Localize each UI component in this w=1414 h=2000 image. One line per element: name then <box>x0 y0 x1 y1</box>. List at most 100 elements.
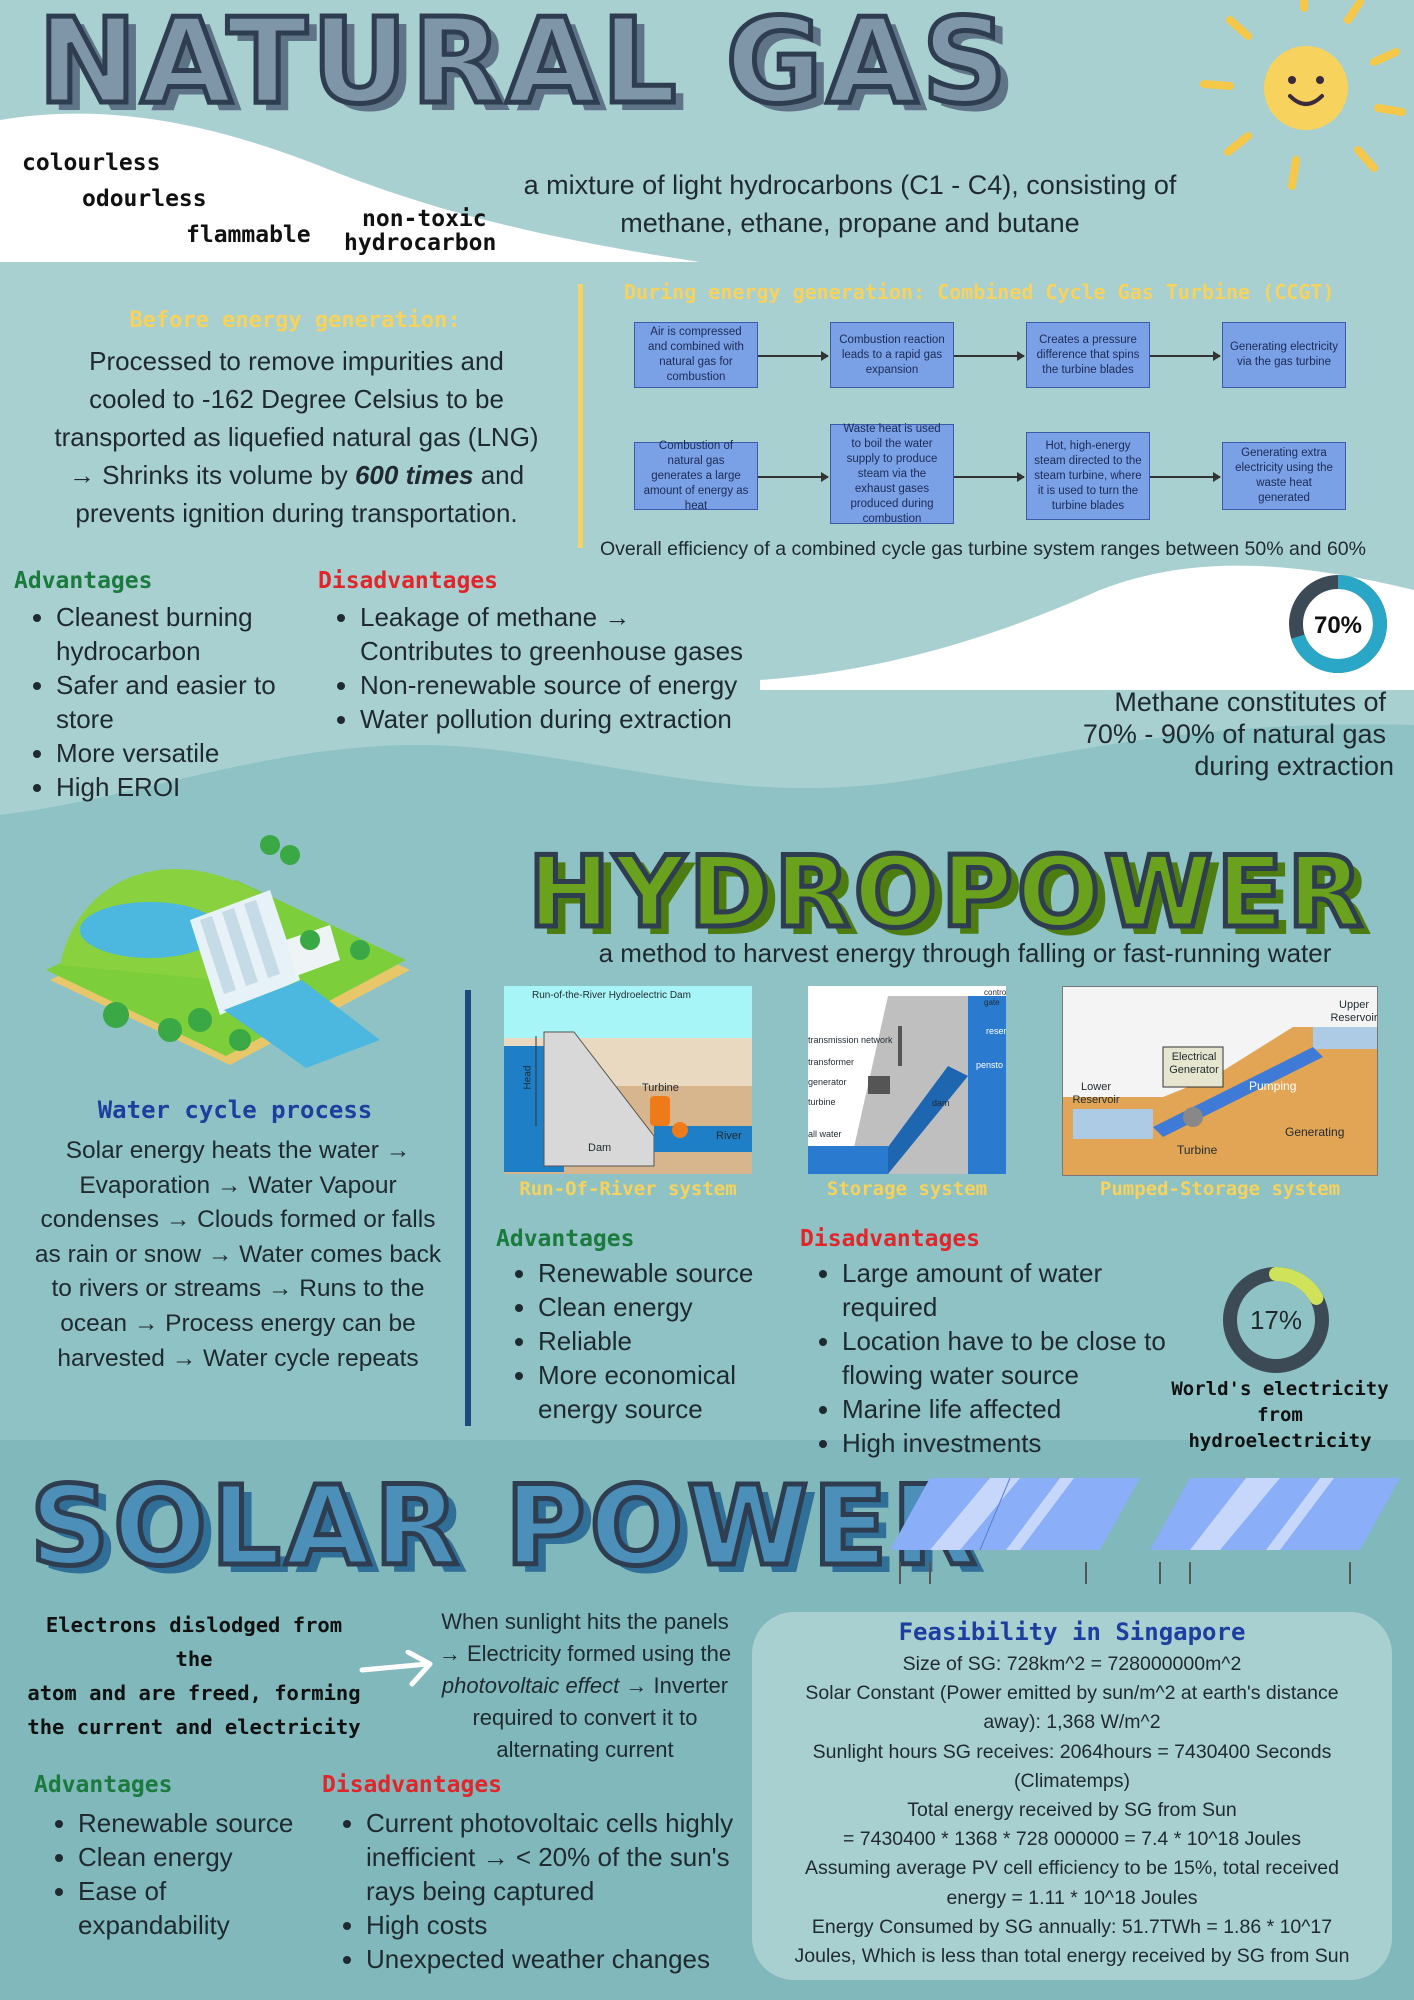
water-cycle-line: ocean → Process energy can be <box>60 1309 416 1337</box>
gas-definition-line-1: a mixture of light hydrocarbons (C1 - C4… <box>523 170 1177 200</box>
diagram2-label: all water <box>808 1129 842 1139</box>
ccgt-step-8: Generating extra electricity using the w… <box>1222 442 1346 510</box>
section-wave-1 <box>0 700 1414 830</box>
before-generation-heading: Before energy generation: <box>129 308 461 333</box>
flow-arrow <box>758 352 829 360</box>
solar-advantages-heading: Advantages <box>34 1772 173 1798</box>
diagram3-turbine-label: Turbine <box>1177 1143 1218 1157</box>
water-cycle-line: as rain or snow → Water comes back <box>34 1240 442 1268</box>
caption-storage: Storage system <box>826 1178 988 1200</box>
water-cycle-heading: Water cycle process <box>97 1096 373 1124</box>
feasibility-line: Sunlight hours SG receives: 2064hours = … <box>812 1740 1332 1763</box>
diagram3-upper-label: Upper Reservoir <box>1330 999 1378 1024</box>
hydro-disadvantage-item: High investments <box>842 1426 1202 1460</box>
diagram2-label: control gate <box>984 988 1006 1007</box>
arrow-right-icon <box>359 1650 433 1687</box>
hydro-advantage-item: Reliable <box>538 1324 788 1358</box>
gas-advantage-item: More versatile <box>56 736 306 770</box>
before-line-3: transported as liquefied natural gas (LN… <box>54 422 539 452</box>
ccgt-step-3: Creates a pressure difference that spins… <box>1026 322 1150 388</box>
diagram2-label: transformer <box>808 1057 855 1067</box>
before-line-2: cooled to -162 Degree Celsius to be <box>89 384 504 414</box>
hydro-disadvantage-item: Marine life affected <box>842 1392 1202 1426</box>
shrink-emphasis: 600 times <box>354 460 474 490</box>
feasibility-line: away): 1,368 W/m^2 <box>983 1711 1161 1734</box>
flow-arrow <box>758 473 829 481</box>
feasibility-line: energy = 1.11 * 10^18 Joules <box>946 1886 1198 1909</box>
water-cycle-line: Solar energy heats the water → <box>65 1137 411 1164</box>
feasibility-line: Solar Constant (Power emitted by sun/m^2… <box>805 1682 1339 1705</box>
before-line-5: prevents ignition during transportation. <box>75 498 518 528</box>
diagram2-label: turbine <box>808 1097 836 1107</box>
flow-arrow <box>1150 352 1221 360</box>
hydro-disadvantages-heading: Disadvantages <box>800 1226 981 1252</box>
feasibility-line: Assuming average PV cell efficiency to b… <box>804 1857 1339 1880</box>
dam-illustration <box>46 835 410 1068</box>
hydro-donut-chart: 17% <box>1223 1267 1329 1373</box>
prop-flammable: flammable <box>186 222 311 248</box>
gas-advantage-item: Safer and easier to store <box>56 668 306 736</box>
diagram1-turbine-label: Turbine <box>642 1082 679 1094</box>
sunlight-line-2: → Electricity formed using the <box>438 1641 732 1666</box>
water-cycle-line: to rivers or streams → Runs to the <box>51 1275 425 1303</box>
sunlight-line-5: alternating current <box>496 1737 674 1762</box>
feasibility-panel <box>752 1612 1392 1980</box>
feasibility-line: = 7430400 * 1368 * 728 000000 = 7.4 * 10… <box>842 1828 1302 1851</box>
hydro-advantage-item: Renewable source <box>538 1256 788 1290</box>
ccgt-step-4: Generating electricity via the gas turbi… <box>1222 322 1346 388</box>
flow-arrow <box>1150 473 1221 481</box>
diagram3-generating-label: Generating <box>1285 1125 1345 1139</box>
feasibility-line: Total energy received by SG from Sun <box>907 1799 1237 1822</box>
sun-icon <box>1200 0 1406 190</box>
diagram2-label: dam <box>932 1098 950 1108</box>
gas-advantages-heading: Advantages <box>14 568 153 594</box>
diagram3-generator-label: Electrical Generator <box>1169 1051 1219 1076</box>
hydro-donut-label: 17% <box>1250 1305 1302 1335</box>
water-cycle-line: Evaporation → Water Vapour <box>79 1171 397 1199</box>
diagram2-label: generator <box>808 1077 847 1087</box>
ccgt-step-6: Waste heat is used to boil the water sup… <box>830 423 954 525</box>
white-wave-top <box>0 113 700 262</box>
gas-advantage-item: High EROI <box>56 770 306 804</box>
hydropower-title: HYDROPOWER <box>526 834 1367 953</box>
run-of-river-diagram: Run-of-the-River Hydroelectric Dam Head … <box>504 986 752 1174</box>
ccgt-step-2: Combustion reaction leads to a rapid gas… <box>830 322 954 388</box>
methane-donut-label: 70% <box>1314 612 1362 639</box>
prop-colourless: colourless <box>22 150 161 176</box>
white-wave-right <box>760 565 1414 690</box>
methane-line-2: 70% - 90% of natural gas <box>1082 719 1386 749</box>
flow-arrow <box>954 473 1025 481</box>
flow-arrow <box>954 352 1025 360</box>
gas-disadvantages-heading: Disadvantages <box>318 568 499 594</box>
prop-hydrocarbon: hydrocarbon <box>344 230 497 256</box>
hydro-disadvantage-item: Location have to be close to flowing wat… <box>842 1324 1202 1392</box>
diagram2-label: transmission network <box>808 1035 893 1045</box>
diagram3-lower-label: Lower Reservoir <box>1072 1081 1120 1106</box>
photovoltaic-emphasis: photovoltaic effect <box>441 1673 620 1698</box>
solar-disadvantage-item: Unexpected weather changes <box>366 1942 746 1976</box>
ccgt-step-5: Combustion of natural gas generates a la… <box>634 440 758 512</box>
gas-disadvantage-item: Leakage of methane → Contributes to gree… <box>360 600 750 668</box>
diagram2-label: reser <box>986 1026 1006 1036</box>
methane-donut-fill <box>1289 575 1387 673</box>
during-generation-heading: During energy generation: Combined Cycle… <box>624 280 1335 304</box>
feasibility-line: Joules, Which is less than total energy … <box>794 1945 1350 1968</box>
hydro-donut-caption-1: World's electricity <box>1171 1378 1389 1400</box>
diagram3-pumping-label: Pumping <box>1249 1079 1297 1093</box>
before-line-4: → Shrinks its volume by 600 times and <box>68 460 525 490</box>
caption-run-of-river: Run-Of-River system <box>519 1178 737 1200</box>
hydro-disadvantage-item: Large amount of water required <box>842 1256 1202 1324</box>
natural-gas-title: NATURAL GAS <box>36 0 1011 133</box>
diagram1-dam-label: Dam <box>588 1142 612 1154</box>
diagram1-head-label: Head <box>522 1065 534 1090</box>
solar-advantage-item: Ease of expandability <box>78 1874 308 1942</box>
gas-definition-line-2: methane, ethane, propane and butane <box>620 208 1080 238</box>
hydro-advantages-heading: Advantages <box>496 1226 635 1252</box>
solar-advantage-item: Clean energy <box>78 1840 308 1874</box>
solar-power-title: SOLAR POWER <box>27 1460 981 1593</box>
caption-pumped-storage: Pumped-Storage system <box>1099 1178 1341 1200</box>
methane-donut-chart: 70% <box>1289 575 1387 673</box>
diagram1-title: Run-of-the-River Hydroelectric Dam <box>532 990 691 1001</box>
sunlight-line-4: required to convert it to <box>472 1705 698 1730</box>
gas-disadvantage-item: Non-renewable source of energy <box>360 668 750 702</box>
